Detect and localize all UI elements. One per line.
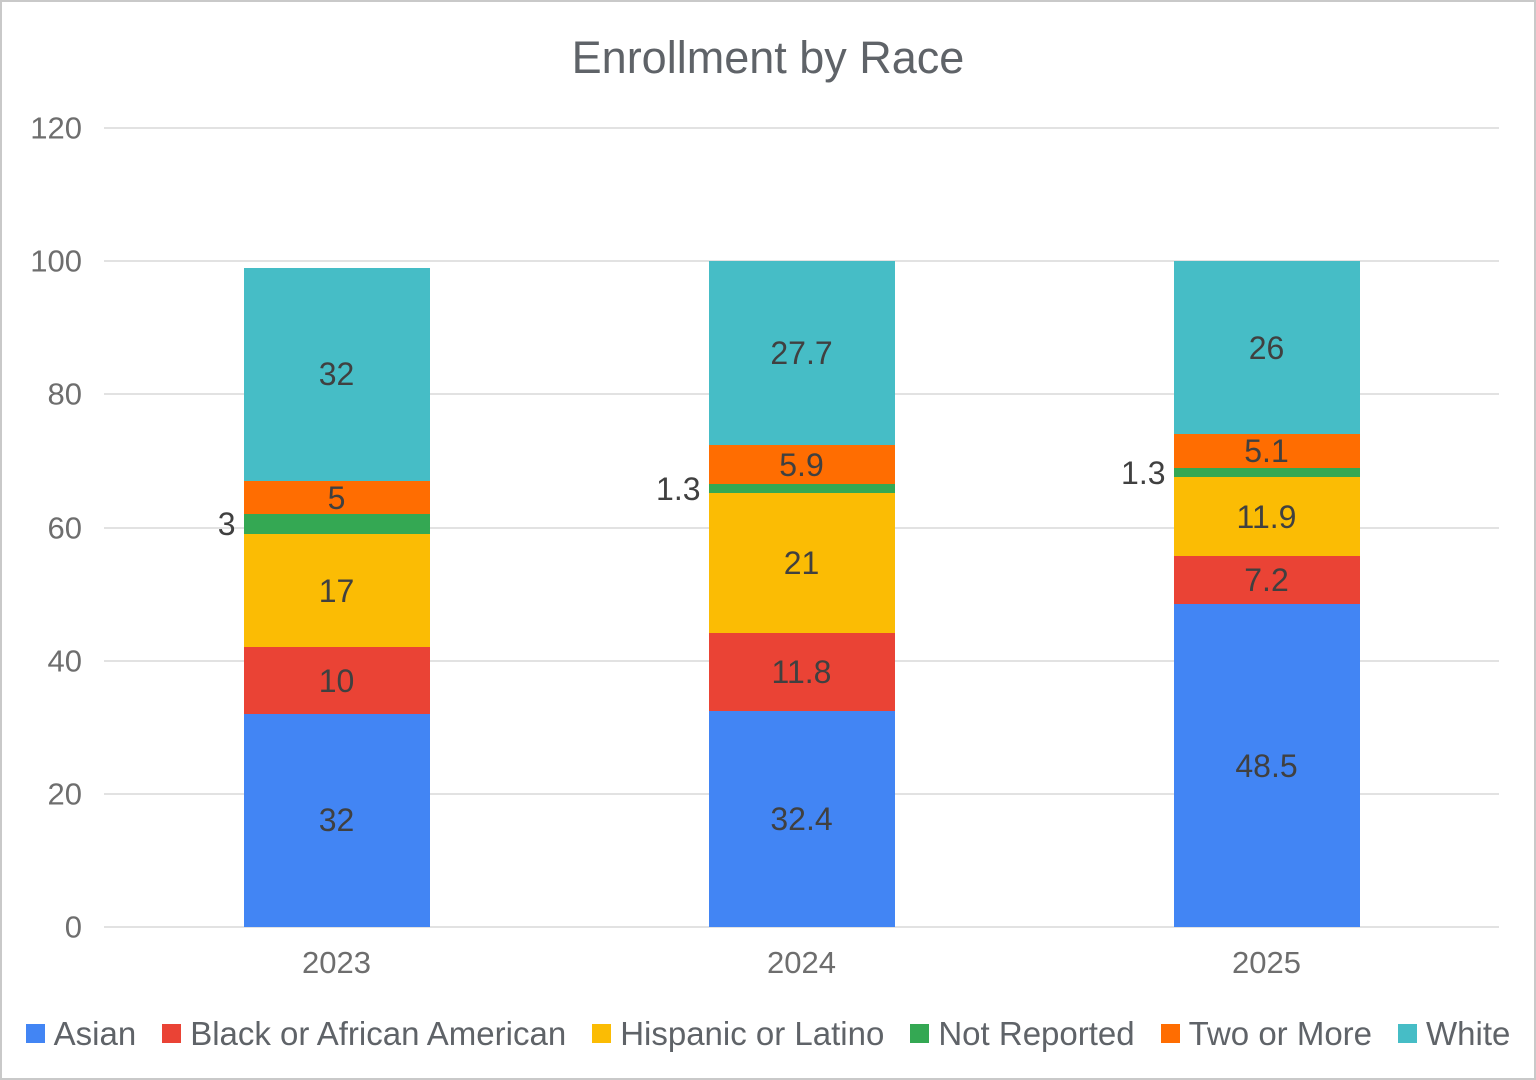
legend-item-label: White xyxy=(1426,1014,1511,1052)
gridline-0 xyxy=(104,926,1499,928)
legend-item-label: Two or More xyxy=(1188,1014,1373,1052)
bar-value-label: 48.5 xyxy=(1235,747,1298,784)
y-axis-tick-label: 120 xyxy=(30,110,82,146)
bar-value-label: 27.7 xyxy=(770,334,833,371)
y-axis-tick-label: 0 xyxy=(64,909,82,945)
legend-item-label: Hispanic or Latino xyxy=(620,1014,885,1052)
bar-segment-two-or-more-2023: 5 xyxy=(243,479,430,516)
bar-segment-not-reported-2023 xyxy=(243,514,430,535)
x-axis-category-label: 2024 xyxy=(767,945,836,980)
legend-item-label: Not Reported xyxy=(938,1014,1135,1052)
legend-color-swatch xyxy=(1398,1023,1418,1043)
bar-segment-white-2023: 32 xyxy=(243,267,430,481)
legend-color-swatch xyxy=(162,1023,182,1043)
bar-value-label-outside: 1.3 xyxy=(656,470,701,507)
bar-value-label: 17 xyxy=(318,572,355,609)
legend-item-not-reported: Not Reported xyxy=(910,1014,1135,1052)
legend-item-hispanic-or-latino: Hispanic or Latino xyxy=(592,1017,884,1050)
bar-value-label: 5.9 xyxy=(779,446,824,483)
bar-value-label: 10 xyxy=(318,662,355,699)
bar-segment-hispanic-or-latino-2024: 21 xyxy=(708,492,895,633)
legend-color-swatch xyxy=(592,1023,612,1043)
bar-segment-white-2025: 26 xyxy=(1173,261,1360,435)
y-axis-tick-label: 20 xyxy=(47,776,82,812)
legend-item-label: Asian xyxy=(53,1014,137,1052)
bar-segment-black-or-african-american-2025: 7.2 xyxy=(1173,556,1360,605)
legend-item-black-or-african-american: Black or African American xyxy=(162,1017,566,1050)
legend-item-two-or-more: Two or More xyxy=(1160,1014,1373,1052)
legend: Asian Black or African American Hispanic o… xyxy=(2,1008,1534,1058)
bar-value-label: 11.9 xyxy=(1236,498,1297,535)
bar-segment-hispanic-or-latino-2025: 11.9 xyxy=(1173,476,1360,557)
y-axis-tick-label: 60 xyxy=(47,510,82,545)
legend-color-swatch xyxy=(25,1023,45,1043)
bar-segment-asian-2023: 32 xyxy=(243,713,430,927)
bar-value-label-outside: 3 xyxy=(217,506,236,543)
x-axis-category-label: 2025 xyxy=(1232,945,1301,980)
legend-item-asian: Asian xyxy=(25,1014,137,1052)
x-axis-category-label: 2023 xyxy=(302,945,371,980)
legend-color-swatch xyxy=(910,1023,930,1043)
bar-value-label: 32 xyxy=(318,356,355,393)
y-axis-tick-label: 100 xyxy=(30,243,82,279)
bar-segment-not-reported-2025 xyxy=(1173,468,1360,477)
bar-value-label: 7.2 xyxy=(1244,562,1289,599)
chart-title: Enrollment by Race xyxy=(571,32,965,83)
bar-segment-not-reported-2024 xyxy=(708,484,895,493)
y-axis-tick-label: 80 xyxy=(47,376,82,412)
bar-value-label: 5.1 xyxy=(1244,433,1289,470)
bar-value-label: 26 xyxy=(1248,329,1285,366)
plot-area: 32 10 17 3 5 32 32.4 11.8 21 1.3 5.9 27.7 48.5 7.2 11.… xyxy=(104,127,1499,928)
bar-segment-asian-2025: 48.5 xyxy=(1173,604,1360,927)
bar-segment-hispanic-or-latino-2023: 17 xyxy=(243,534,430,648)
bar-segment-two-or-more-2024: 5.9 xyxy=(708,444,895,485)
bar-value-label: 5 xyxy=(327,479,346,516)
bar-value-label-outside: 1.3 xyxy=(1121,454,1166,491)
bar-segment-black-or-african-american-2023: 10 xyxy=(243,647,430,714)
bar-value-label: 32 xyxy=(318,802,355,839)
bar-value-label: 32.4 xyxy=(770,801,833,838)
bar-segment-asian-2024: 32.4 xyxy=(708,711,895,927)
legend-color-swatch xyxy=(1160,1023,1180,1043)
y-axis-tick-label: 40 xyxy=(47,643,82,679)
bar-segment-white-2024: 27.7 xyxy=(708,260,895,445)
bar-value-label: 21 xyxy=(783,544,820,581)
bar-segment-two-or-more-2025: 5.1 xyxy=(1173,433,1360,470)
bar-segment-black-or-african-american-2024: 11.8 xyxy=(708,632,895,712)
legend-item-label: Black or African American xyxy=(190,1014,567,1052)
legend-item-white: White xyxy=(1398,1017,1510,1050)
bar-value-label: 11.8 xyxy=(771,654,832,690)
gridline-120 xyxy=(104,127,1499,129)
